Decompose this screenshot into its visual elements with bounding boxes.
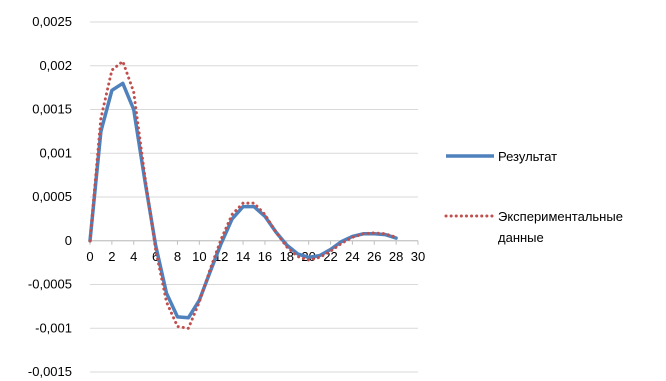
x-tick-label: 6: [152, 249, 159, 264]
x-tick-label: 18: [280, 249, 294, 264]
y-tick-label: 0,0025: [32, 14, 72, 29]
x-axis-tick-labels: 0 2 4 6 8 10 12 14 16 18 20 22 24 26 28 30: [86, 249, 425, 264]
x-axis: [89, 240, 419, 245]
x-tick-label: 10: [192, 249, 206, 264]
x-tick-label: 26: [367, 249, 381, 264]
series-line-result: [88, 81, 398, 320]
y-tick-label: -0,001: [35, 320, 72, 335]
x-tick-label: 16: [258, 249, 272, 264]
x-tick-label: 24: [345, 249, 359, 264]
series-line-experimental: [88, 59, 398, 330]
y-tick-label: 0: [65, 233, 72, 248]
x-tick-label: 4: [130, 249, 137, 264]
legend-label-experimental-line1: Экспериментальные: [498, 209, 623, 224]
x-tick-label: 8: [174, 249, 181, 264]
x-tick-label: 14: [236, 249, 250, 264]
y-tick-label: 0,001: [39, 145, 72, 160]
x-tick-label: 30: [411, 249, 425, 264]
legend: Результат Экспериментальные данные: [444, 149, 623, 245]
legend-label-result: Результат: [498, 149, 557, 164]
y-tick-label: 0,002: [39, 58, 72, 73]
data-series: [88, 59, 398, 330]
y-tick-label: 0,0005: [32, 189, 72, 204]
x-tick-label: 0: [86, 249, 93, 264]
legend-label-experimental-line2: данные: [498, 230, 544, 245]
gridlines: [90, 21, 418, 373]
x-tick-label: 28: [389, 249, 403, 264]
x-tick-label: 2: [108, 249, 115, 264]
y-tick-label: -0,0015: [28, 364, 72, 379]
y-tick-label: -0,0005: [28, 277, 72, 292]
y-axis-tick-labels: 0,0025 0,002 0,0015 0,001 0,0005 0 -0,0005 -0,0…: [28, 14, 72, 379]
y-tick-label: 0,0015: [32, 102, 72, 117]
